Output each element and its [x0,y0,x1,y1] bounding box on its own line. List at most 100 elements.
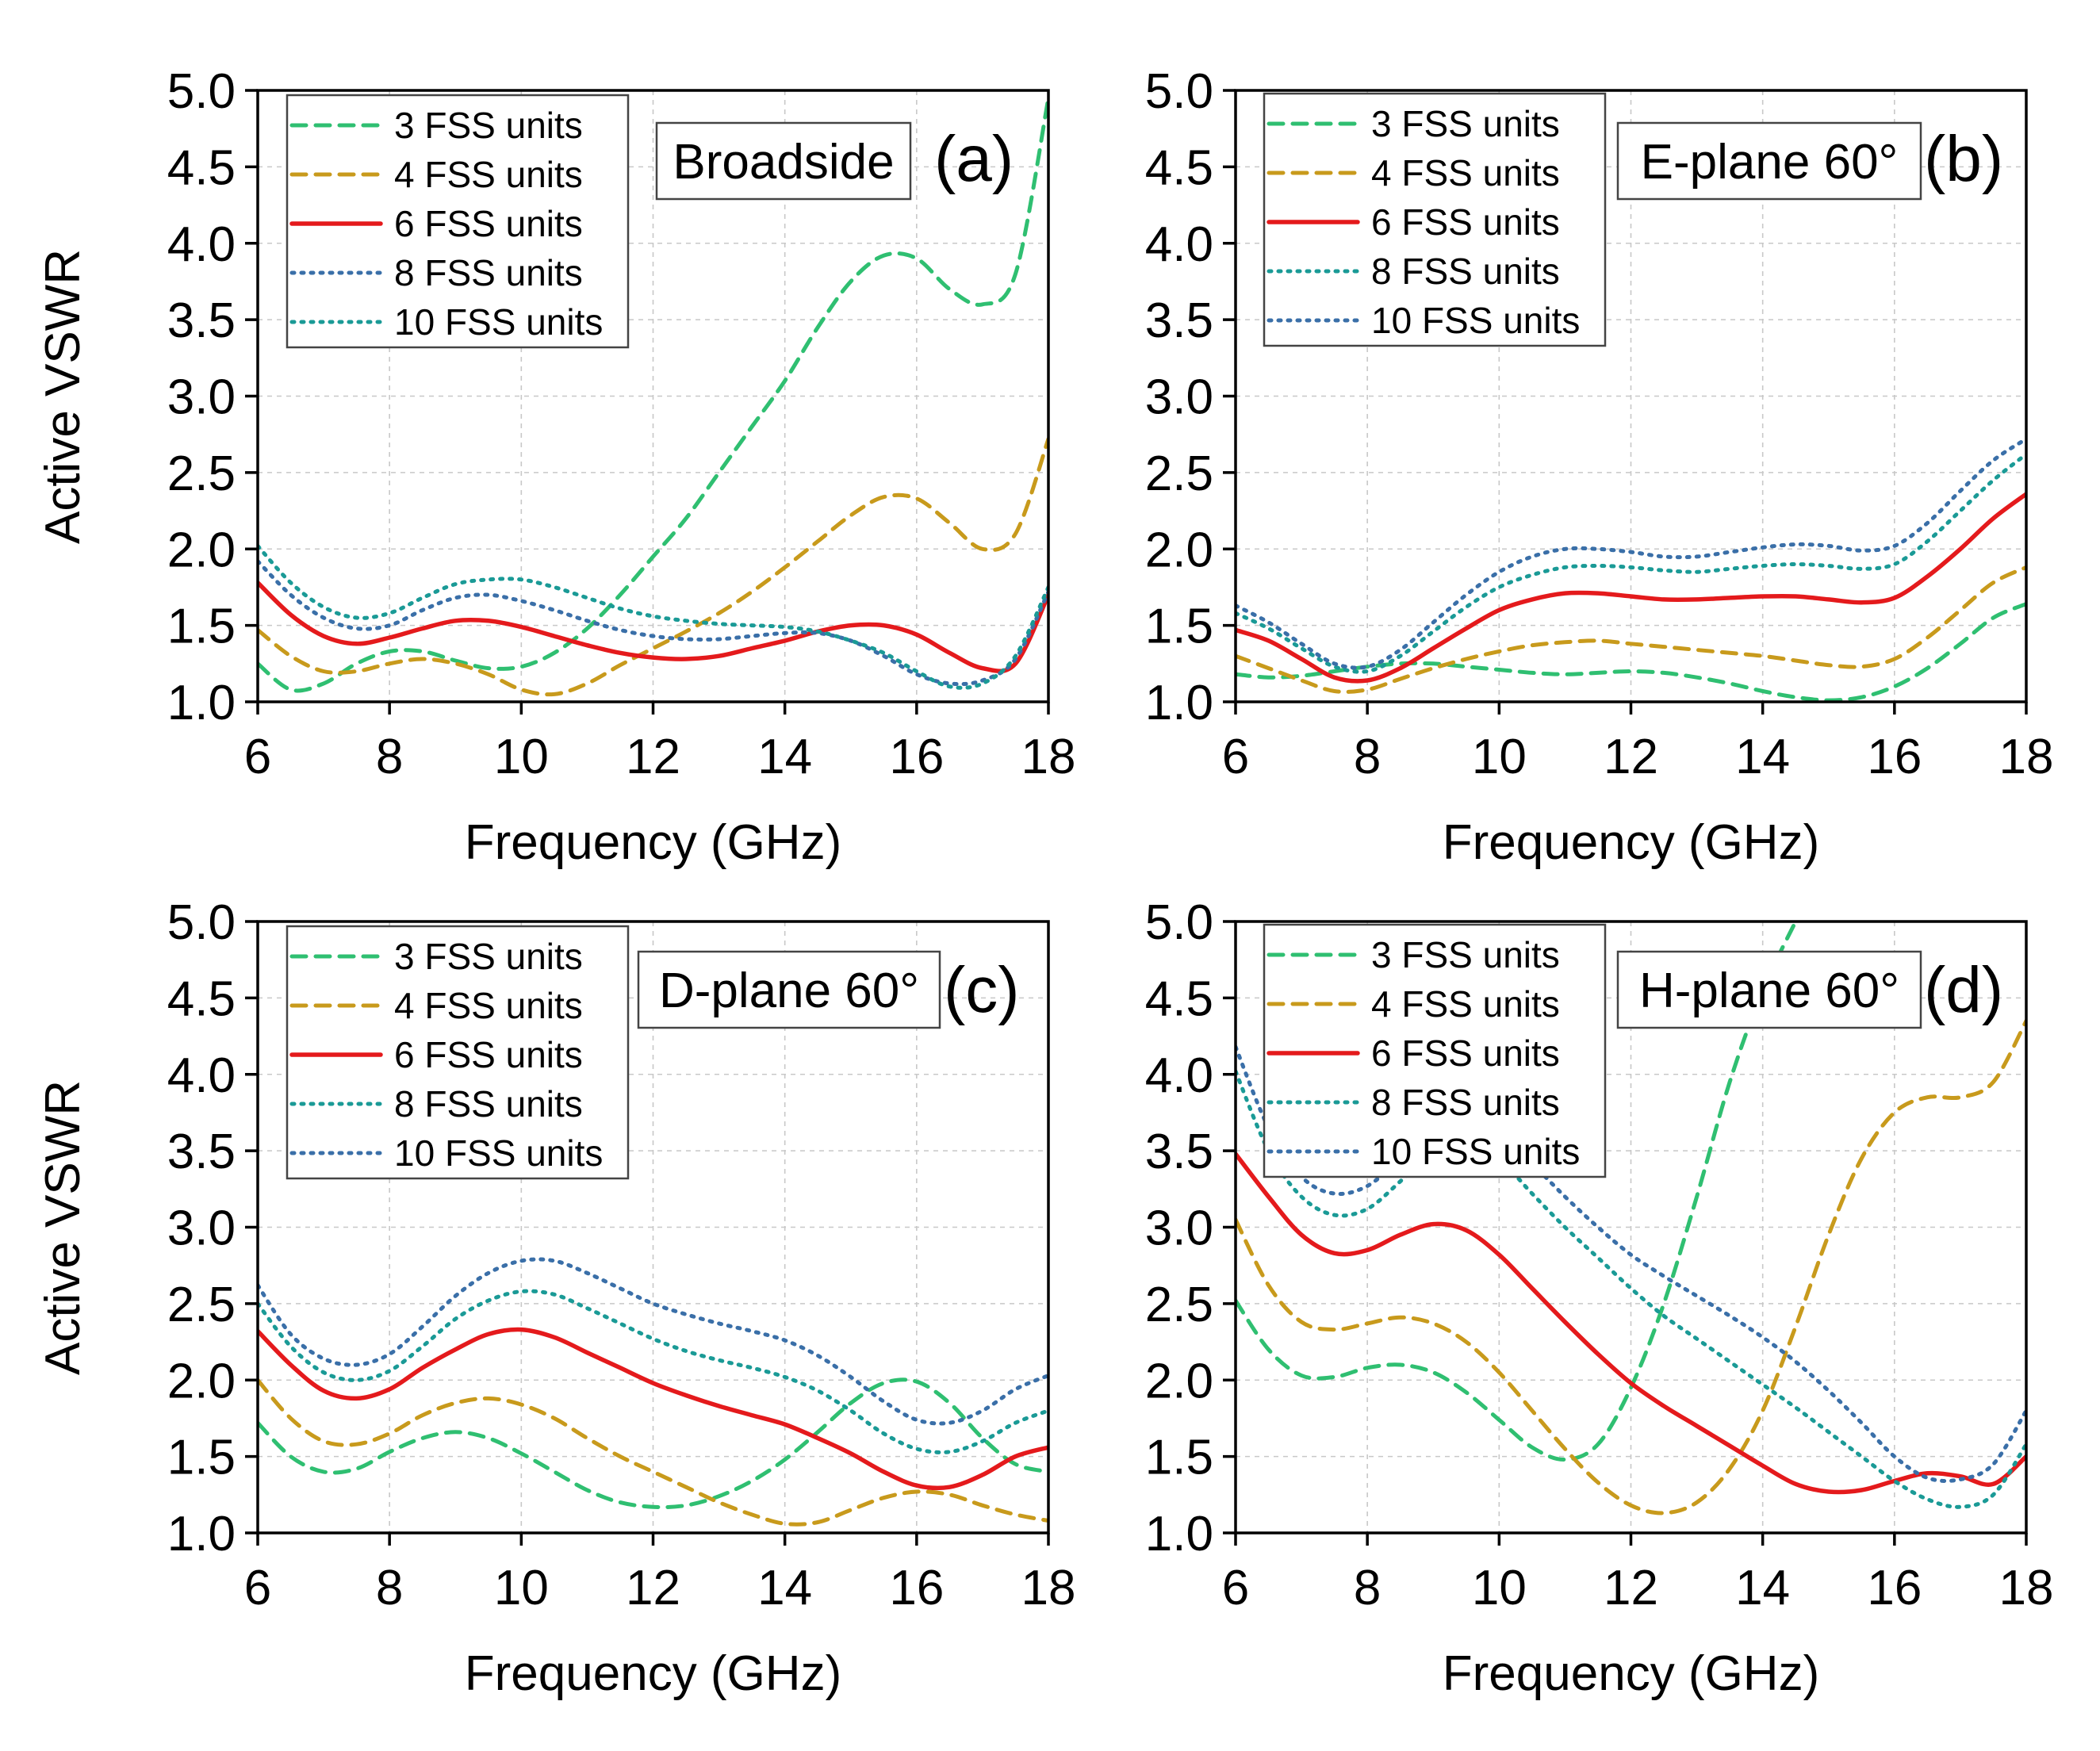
x-tick-label: 16 [889,1561,944,1615]
y-tick-label: 4.5 [167,971,236,1026]
x-tick-label: 12 [1604,730,1658,784]
chart-panel-3: 6 8 10 12 14 16 18 1.0 1.5 2.0 2.5 3.0 3.5 4.0 4.5 5.0 F… [36,895,1075,1701]
series-group [258,1257,1048,1527]
chart-panel-2: 6 8 10 12 14 16 18 1.0 1.5 2.0 2.5 3.0 3.5 4.0 4.5 5.0 F… [1145,64,2054,870]
y-tick-label: 5.0 [1145,895,1213,950]
legend-label-3: 6 FSS units [394,1034,583,1075]
series-line-2 [1236,1018,2026,1515]
x-tick-label: 10 [1472,1561,1527,1615]
x-tick-label: 14 [757,1561,812,1615]
series-line-5 [258,1257,1048,1426]
legend-label-4: 8 FSS units [394,1083,583,1125]
series-line-4 [1236,452,2026,674]
legend-label-5: 10 FSS units [394,301,603,343]
legend-box [1263,92,1607,347]
series-line-4 [1236,1069,2026,1509]
series-line-3 [258,1327,1048,1491]
y-tick-label: 4.0 [1145,1048,1213,1103]
legend-label-1: 3 FSS units [394,936,583,977]
y-tick-label: 3.0 [1145,370,1213,425]
annotation-box [655,121,912,201]
series-line-1 [1236,921,1798,1462]
annotation-text: E-plane 60° [1641,135,1899,190]
legend-label-2: 4 FSS units [1371,152,1560,193]
y-tick-label: 3.0 [167,1201,236,1256]
panel-label: (a) [934,123,1014,195]
series-group [258,96,1048,697]
legend: 3 FSS units 4 FSS units 6 FSS units 8 FSS u… [1263,923,1607,1178]
y-tick-label: 1.0 [1145,1507,1213,1561]
legend-label-4: 8 FSS units [394,252,583,293]
y-tick-label: 2.0 [1145,1354,1213,1408]
series-line-1 [1236,602,2026,702]
y-tick-label: 1.5 [1145,1431,1213,1485]
x-tick-label: 12 [626,1561,680,1615]
y-tick-label: 4.0 [1145,217,1213,272]
y-tick-label: 1.5 [167,600,236,654]
annotation-box [1616,121,1922,201]
legend-label-5: 10 FSS units [1371,300,1580,341]
legend-label-5: 10 FSS units [394,1132,603,1174]
x-tick-label: 6 [244,1561,271,1615]
y-tick-label: 3.5 [1145,293,1213,348]
series-line-1 [258,1377,1048,1510]
legend-label-3: 6 FSS units [1371,201,1560,243]
legend-label-2: 4 FSS units [394,154,583,195]
legend-label-1: 3 FSS units [1371,103,1560,144]
y-axis-title: Active VSWR [36,1080,90,1375]
x-tick-label: 18 [1999,1561,2054,1615]
panel-label: (d) [1924,954,2003,1026]
y-tick-label: 2.0 [167,1354,236,1408]
x-tick-label: 8 [376,1561,403,1615]
gridlines [258,90,1048,702]
legend-label-1: 3 FSS units [1371,934,1560,975]
x-tick-label: 16 [1867,730,1922,784]
legend-box [1263,923,1607,1178]
series-group [1236,437,2026,702]
chart-panel-4: 6 8 10 12 14 16 18 1.0 1.5 2.0 2.5 3.0 3.5 4.0 4.5 5.0 F… [1145,895,2054,1701]
x-tick-label: 18 [1021,1561,1076,1615]
y-tick-label: 2.5 [167,1278,236,1332]
annotation-box [1616,950,1922,1029]
y-tick-label: 4.5 [1145,971,1213,1026]
annotation-text: Broadside [673,135,894,190]
legend-label-1: 3 FSS units [394,105,583,146]
x-tick-label: 14 [757,730,812,784]
y-tick-label: 3.0 [1145,1201,1213,1256]
x-axis-title: Frequency (GHz) [1443,815,1819,870]
y-tick-label: 2.0 [1145,523,1213,577]
x-tick-label: 10 [494,1561,549,1615]
series-line-3 [258,580,1048,674]
annotation-text: D-plane 60° [659,964,919,1018]
x-tick-label: 18 [1021,730,1076,784]
x-tick-label: 10 [1472,730,1527,784]
y-tick-label: 4.0 [167,217,236,272]
y-tick-label: 2.0 [167,523,236,577]
series-group [1236,921,2026,1515]
y-tick-label: 2.5 [1145,1278,1213,1332]
series-line-5 [1236,437,2026,670]
y-tick-label: 5.0 [167,64,236,119]
y-tick-label: 5.0 [167,895,236,950]
panel-label: (b) [1924,123,2003,195]
legend-label-2: 4 FSS units [1371,983,1560,1025]
x-tick-label: 14 [1735,730,1790,784]
series-line-3 [1236,492,2026,684]
y-axis-title: Active VSWR [36,249,90,544]
legend: 3 FSS units 4 FSS units 6 FSS units 8 FSS u… [285,925,630,1180]
x-tick-label: 16 [889,730,944,784]
x-tick-label: 14 [1735,1561,1790,1615]
x-tick-label: 8 [1354,730,1381,784]
series-line-2 [258,437,1048,697]
y-tick-label: 5.0 [1145,64,1213,119]
series-line-5 [1236,1044,2026,1483]
chart-panel-1: 6 8 10 12 14 16 18 1.0 1.5 2.0 2.5 3.0 3.5 4.0 4.5 5.0 F… [36,64,1075,870]
y-tick-label: 3.5 [167,293,236,348]
y-tick-label: 2.5 [167,446,236,501]
x-tick-label: 16 [1867,1561,1922,1615]
legend-box [285,94,630,349]
y-tick-label: 1.0 [1145,676,1213,730]
legend-label-3: 6 FSS units [1371,1033,1560,1074]
x-tick-label: 10 [494,730,549,784]
annotation-text: H-plane 60° [1639,964,1899,1018]
